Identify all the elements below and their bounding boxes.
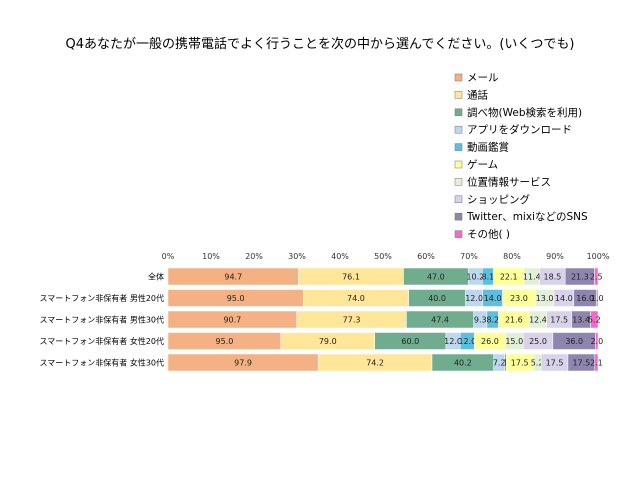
data-label: 16.0 [576, 294, 594, 303]
data-label: 17.5 [546, 359, 564, 368]
legend-label: アプリをダウンロード [467, 123, 572, 136]
data-label: 11.4 [523, 273, 541, 282]
data-label: 13.4 [572, 316, 590, 325]
x-tick-label: 20% [245, 252, 263, 261]
data-label: 12.0 [444, 337, 462, 346]
legend-label: ゲーム [467, 159, 498, 171]
data-label: 8.1 [482, 273, 495, 282]
category-label: 全体 [148, 272, 164, 282]
legend-swatch [454, 178, 463, 186]
data-label: 8.2 [486, 316, 499, 325]
legend-label: ショッピング [467, 193, 530, 206]
legend-swatch [454, 160, 463, 169]
category-label: スマートフォン非保有者 女性30代 [40, 358, 164, 368]
data-label: 23.0 [510, 294, 528, 303]
bar-segment [595, 332, 599, 350]
x-tick-label: 10% [202, 252, 220, 261]
legend-label: メール [467, 72, 499, 84]
legend-swatch [454, 91, 463, 99]
data-label: 76.1 [342, 273, 360, 282]
data-label: 47.0 [427, 273, 445, 282]
data-label: 12.0 [465, 294, 483, 303]
x-tick-label: 90% [546, 252, 564, 261]
x-tick-label: 60% [417, 252, 435, 261]
x-tick-label: 40% [331, 252, 349, 261]
category-label: スマートフォン非保有者 男性20代 [40, 293, 164, 303]
data-label: 2.1 [590, 359, 603, 368]
bar-segment [596, 289, 599, 307]
data-label: 1.0 [591, 294, 604, 303]
legend-label: 通話 [467, 88, 488, 101]
data-label: 17.5 [511, 359, 529, 368]
data-label: 13.0 [536, 294, 554, 303]
data-label: 36.0 [565, 337, 583, 346]
bar-segment [594, 353, 599, 372]
data-label: 12.0 [458, 337, 476, 346]
data-label: 2.5 [590, 273, 603, 282]
data-label: 79.0 [319, 337, 337, 346]
legend-swatch [454, 143, 463, 151]
data-label: 17.5 [550, 316, 568, 325]
legend-label: その他( ) [467, 228, 510, 241]
data-label: 17.5 [572, 359, 590, 368]
data-label: 77.3 [343, 316, 361, 325]
data-label: 15.0 [505, 337, 523, 346]
data-label: 90.7 [223, 316, 241, 325]
data-label: 14.0 [484, 294, 502, 303]
data-label: 26.0 [481, 337, 499, 346]
data-label: 97.9 [234, 359, 252, 368]
bar-segment [594, 267, 599, 286]
category-label: スマートフォン非保有者 女性20代 [40, 336, 164, 346]
data-label: 47.4 [431, 316, 449, 325]
legend-label: 調べ物(Web検索を利用) [467, 106, 582, 119]
data-label: 9.3 [474, 316, 487, 325]
data-label: 21.3 [571, 273, 589, 282]
bars: 94.7 76.1 47.0 10.28.1 22.1 11.4 18.5 21.3 2.5 95… [167, 267, 604, 372]
category-label: スマートフォン非保有者 男性30代 [40, 315, 164, 325]
x-tick-label: 100% [587, 252, 610, 261]
x-axis: 0% 10% 20% 30% 40% 50% 60% 70% 80% 90% 100% [162, 252, 610, 261]
data-label: 14.0 [555, 294, 573, 303]
legend-swatch [454, 230, 463, 238]
chart-title: Q4あなたが一般の携帯電話でよく行うことを次の中から選んでください。(いくつでも… [66, 36, 575, 52]
legend-swatch [454, 73, 463, 82]
data-label: 2.0 [590, 337, 603, 346]
legend-swatch [454, 195, 463, 204]
x-tick-label: 80% [503, 252, 521, 261]
data-label: 74.2 [366, 359, 384, 368]
legend-label: 位置情報サービス [467, 175, 551, 188]
data-label: 22.1 [500, 273, 518, 282]
data-label: 5.2 [588, 316, 601, 325]
bar-segment [590, 310, 599, 329]
data-label: 18.5 [544, 273, 562, 282]
data-label: 5.2 [531, 359, 544, 368]
x-tick-label: 70% [460, 252, 478, 261]
legend-swatch [454, 108, 463, 117]
data-label: 21.6 [505, 316, 523, 325]
data-label: 25.0 [529, 337, 547, 346]
data-label: 74.0 [347, 294, 365, 303]
x-tick-label: 0% [162, 252, 175, 261]
data-label: 12.4 [529, 316, 547, 325]
data-label: 40.0 [428, 294, 446, 303]
data-label: 94.7 [224, 273, 242, 282]
legend-label: 動画鑑賞 [467, 141, 509, 154]
x-tick-label: 50% [374, 252, 392, 261]
data-label: 10.2 [466, 273, 484, 282]
data-label: 1 [503, 359, 508, 368]
data-label: 40.2 [454, 359, 472, 368]
x-tick-label: 30% [288, 252, 306, 261]
data-label: 95.0 [216, 337, 234, 346]
legend-swatch [454, 125, 463, 134]
legend-label: Twitter、mixiなどのSNS [466, 211, 588, 223]
legend-swatch [454, 212, 463, 221]
data-label: 60.0 [401, 337, 419, 346]
data-label: 7.2 [493, 359, 506, 368]
data-label: 95.0 [227, 294, 245, 303]
